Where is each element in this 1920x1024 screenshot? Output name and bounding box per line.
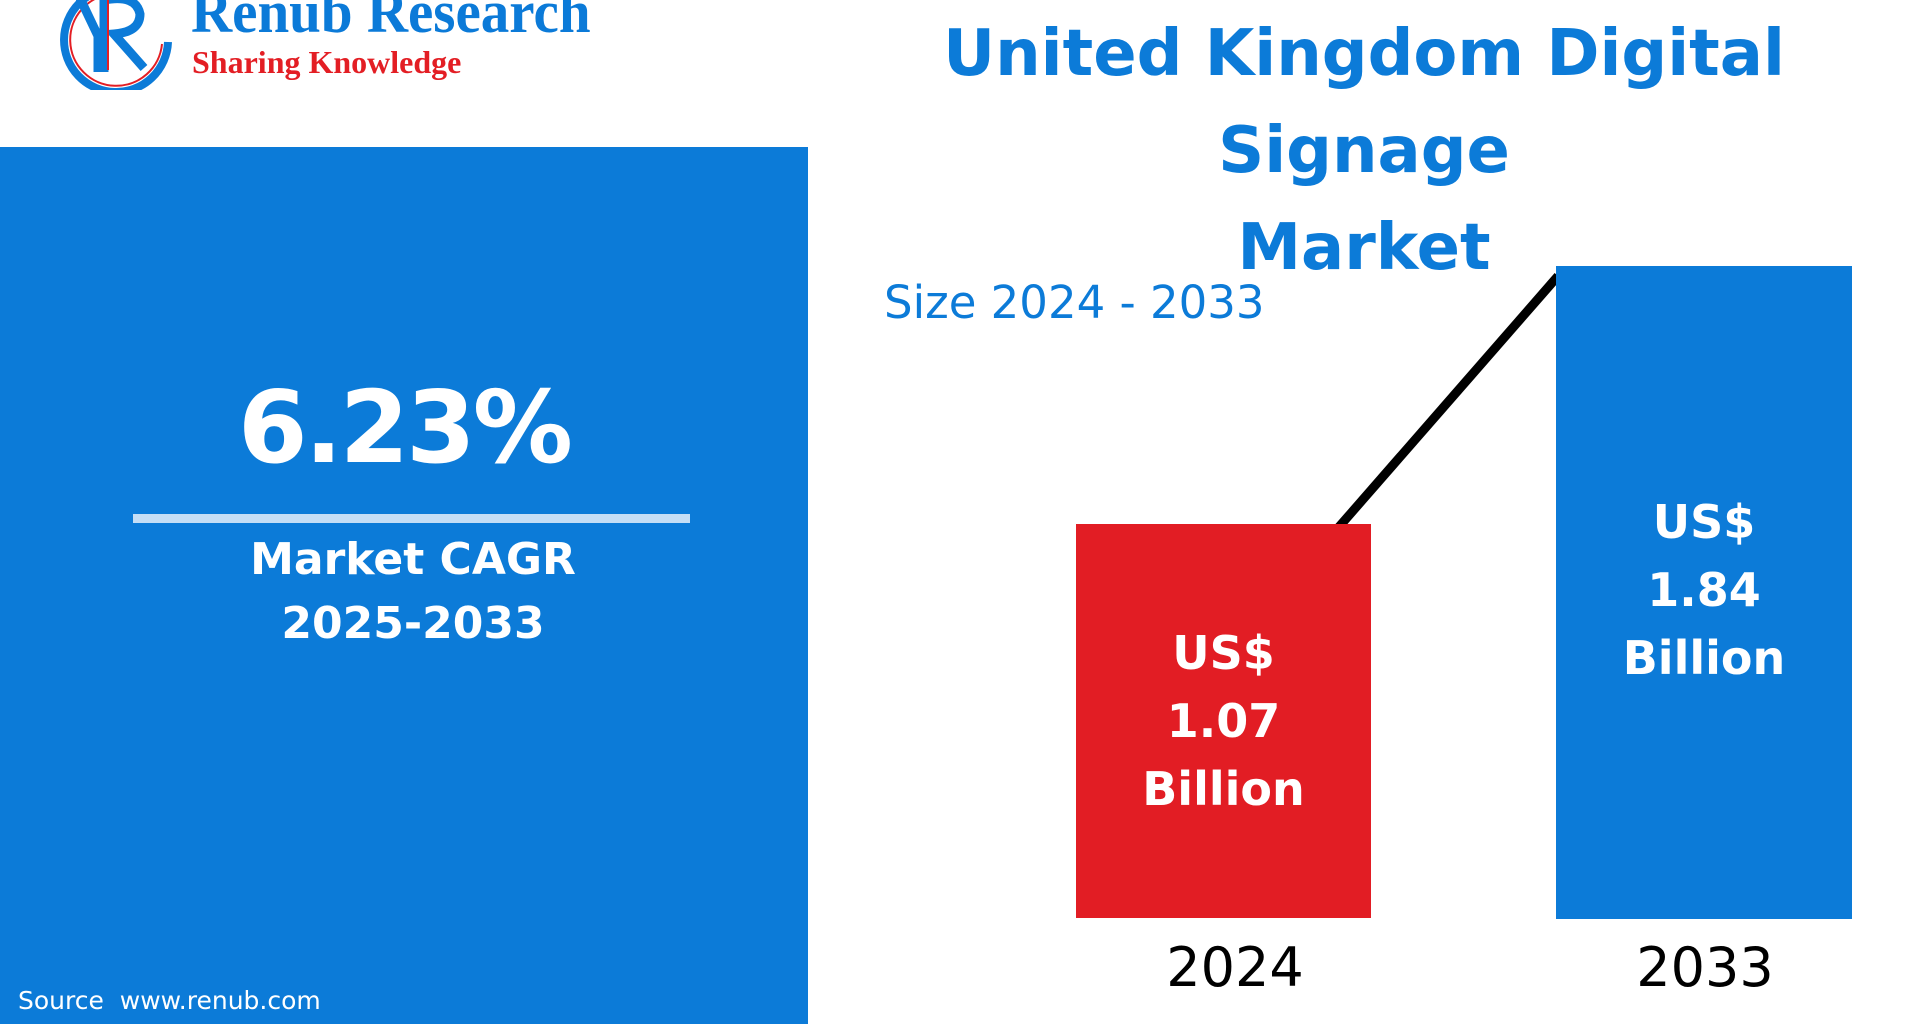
- size-label: Size 2024 - 2033: [884, 276, 1265, 329]
- bar-2024-label: US$ 1.07 Billion: [1142, 619, 1304, 823]
- renub-logo: Renub Research Sharing Knowledge: [28, 0, 628, 100]
- bar-2033: US$ 1.84 Billion: [1556, 266, 1852, 919]
- cagr-label: Market CAGR 2025-2033: [0, 528, 826, 656]
- cagr-panel: [0, 147, 808, 1024]
- bar-2033-currency: US$: [1652, 495, 1756, 549]
- bar-2033-value: 1.84: [1647, 563, 1761, 617]
- bar-2024-value: 1.07: [1166, 694, 1281, 748]
- bar-2033-label: US$ 1.84 Billion: [1623, 488, 1785, 692]
- cagr-label-line2: 2025-2033: [281, 598, 545, 649]
- renub-logo-icon: [60, 0, 172, 90]
- source-text: Source www.renub.com: [18, 986, 321, 1015]
- bar-2024: US$ 1.07 Billion: [1076, 524, 1371, 918]
- title-line1: United Kingdom Digital Signage: [943, 17, 1785, 188]
- bar-2024-currency: US$: [1172, 626, 1275, 680]
- x-label-2024: 2024: [1166, 936, 1304, 999]
- cagr-value: 6.23%: [238, 369, 573, 486]
- brand-tagline: Sharing Knowledge: [192, 44, 462, 80]
- brand-name: Renub Research: [191, 0, 591, 45]
- bar-2024-unit: Billion: [1142, 762, 1305, 816]
- page-title: United Kingdom Digital Signage Market: [808, 6, 1920, 297]
- x-label-2033: 2033: [1636, 936, 1774, 999]
- cagr-label-line1: Market CAGR: [250, 534, 576, 585]
- cagr-divider: [133, 514, 690, 523]
- title-line2: Market: [1237, 211, 1491, 285]
- bar-2033-unit: Billion: [1622, 631, 1786, 685]
